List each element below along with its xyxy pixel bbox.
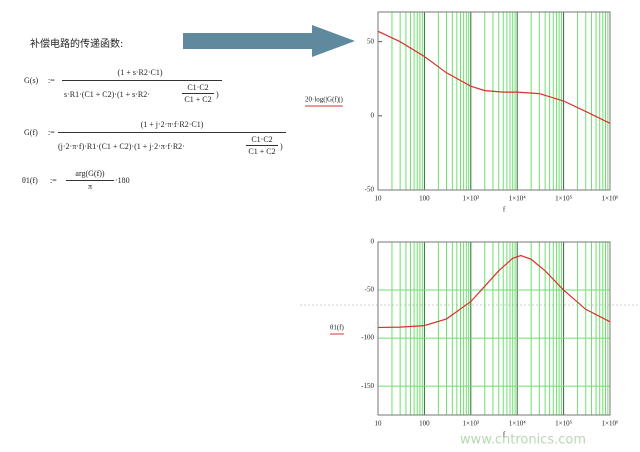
y-tick-label: 0 [371, 238, 375, 246]
formula-assign: := [48, 128, 55, 137]
fraction-bar [66, 180, 114, 181]
x-tick-label: 100 [419, 195, 430, 203]
formula-denominator: s·R1·(C1 + C2)·(1 + s·R2· [64, 90, 150, 99]
y-axis-label: θ1(f) [330, 324, 345, 332]
x-axis-label: f [503, 206, 506, 214]
x-tick-label: 1×10⁴ [509, 420, 526, 428]
curve [377, 30, 611, 124]
formula-lhs: θ1(f) [22, 176, 38, 185]
fraction-bar [246, 145, 278, 146]
formula-denominator: π [87, 182, 93, 191]
arrow [183, 25, 355, 57]
plot-frame [377, 11, 611, 191]
formula-numerator: (1 + s·R2·C1) [117, 68, 163, 77]
y-tick-label: -150 [361, 382, 374, 390]
y-tick-label: -50 [365, 186, 375, 194]
formula-lhs: G(s) [24, 76, 39, 85]
x-tick-label: 100 [419, 420, 430, 428]
formula-assign: := [50, 176, 57, 185]
formula-inner-numerator: C1·C2 [187, 83, 209, 92]
fraction-bar [62, 80, 222, 81]
x-tick-label: 1×10⁶ [602, 195, 619, 203]
formula-numerator: arg(G(f)) [75, 169, 105, 178]
formula-lhs: G(f) [24, 128, 38, 137]
y-tick-label: -100 [361, 334, 374, 342]
x-tick-label: 1×10⁶ [602, 420, 619, 428]
y-tick-label: 50 [367, 37, 375, 45]
x-tick-label: 1×10³ [463, 420, 480, 428]
title: 补偿电路的传递函数: [30, 39, 124, 50]
y-tick-label: -50 [365, 286, 375, 294]
formula-close: ) [280, 142, 283, 151]
x-tick-label: 1×10⁴ [509, 195, 526, 203]
y-tick-label: 0 [371, 111, 375, 119]
formula-close: ) [216, 90, 219, 99]
formula-inner-denominator: C1 + C2 [184, 95, 212, 104]
y-axis-label: 20·log(|G(f)|) [305, 96, 343, 104]
formula-numerator: (1 + j·2·π·f·R2·C1) [140, 120, 204, 129]
x-tick-label: 10 [375, 195, 383, 203]
plot-frame [377, 241, 611, 416]
x-axis-label: f [503, 431, 506, 439]
curve [377, 254, 611, 329]
fraction-bar [182, 93, 214, 94]
watermark: www.cntronics.com [460, 433, 586, 448]
formula-tail: ·180 [115, 176, 130, 185]
formula-assign: := [48, 76, 55, 85]
x-tick-label: 1×10³ [463, 195, 480, 203]
x-tick-label: 10 [375, 420, 383, 428]
x-tick-label: 1×10⁵ [555, 195, 572, 203]
formula-inner-numerator: C1·C2 [251, 135, 273, 144]
formula-inner-denominator: C1 + C2 [248, 147, 276, 156]
fraction-bar [58, 132, 286, 133]
x-tick-label: 1×10⁵ [555, 420, 572, 428]
formula-denominator: (j·2·π·f)·R1·(C1 + C2)·(1 + j·2·π·f·R2· [58, 142, 185, 151]
